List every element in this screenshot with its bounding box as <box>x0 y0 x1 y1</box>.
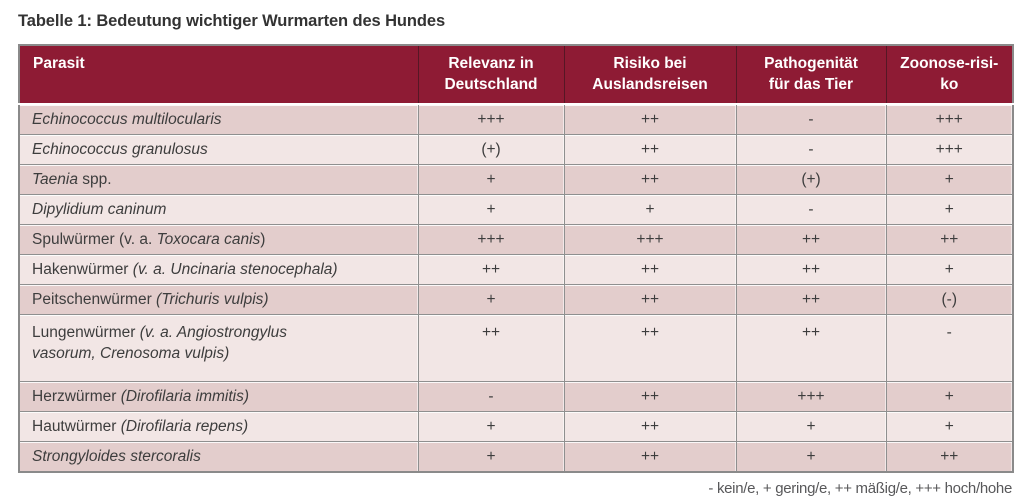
value-cell-relevanz-deutschland: + <box>417 284 565 315</box>
value-cell-risiko-auslandsreisen: ++ <box>563 381 737 412</box>
value-cell-risiko-auslandsreisen: ++ <box>563 164 737 195</box>
value-cell-relevanz-deutschland: +++ <box>417 224 565 255</box>
column-header-risiko-auslandsreisen: Risiko bei Auslandsreisen <box>563 45 736 105</box>
value-cell-risiko-auslandsreisen: ++ <box>563 441 737 473</box>
value-cell-relevanz-deutschland: +++ <box>417 103 565 135</box>
parasit-name-common: ) <box>260 231 266 248</box>
value-cell-pathogenitaet-tier: ++ <box>735 314 887 382</box>
value-cell-relevanz-deutschland: ++ <box>417 314 565 382</box>
legend-note: - kein/e, + gering/e, ++ mäßig/e, +++ ho… <box>708 480 1012 497</box>
value-cell-pathogenitaet-tier: +++ <box>735 381 887 412</box>
table-row: Lungenwürmer (v. a. Angiostrongylus vaso… <box>18 314 1014 382</box>
parasit-name-common: spp. <box>77 171 112 188</box>
parasit-cell: Spulwürmer (v. a. Toxocara canis) <box>18 224 419 255</box>
value-cell-relevanz-deutschland: - <box>417 381 565 412</box>
parasit-name-latin: (v. a. Uncinaria stenocephala) <box>132 261 338 278</box>
table-row: Herzwürmer (Dirofilaria immitis) - ++ +++ + <box>18 381 1014 412</box>
parasit-cell: Taenia spp. <box>18 164 419 195</box>
parasit-name-latin: Taenia <box>32 171 78 188</box>
value-cell-relevanz-deutschland: + <box>417 164 565 195</box>
parasit-name-common: Herzwürmer <box>32 388 121 405</box>
value-cell-pathogenitaet-tier: ++ <box>735 254 887 285</box>
parasit-name-common: Lungenwürmer <box>32 324 140 341</box>
parasit-cell: Echinococcus granulosus <box>18 134 419 165</box>
value-cell-zoonose-risiko: + <box>885 381 1014 412</box>
value-cell-relevanz-deutschland: + <box>417 411 565 442</box>
parasit-name-common: Hautwürmer <box>32 418 121 435</box>
value-cell-zoonose-risiko: - <box>885 314 1014 382</box>
header-row: Parasit Relevanz in Deutschland Risiko bei A… <box>19 45 1013 105</box>
parasit-name-latin: Toxocara canis <box>156 231 261 248</box>
table-row: Hakenwürmer (v. a. Uncinaria stenocephal… <box>18 254 1014 285</box>
value-cell-risiko-auslandsreisen: + <box>563 194 737 225</box>
parasit-cell: Hautwürmer (Dirofilaria repens) <box>18 411 419 442</box>
value-cell-risiko-auslandsreisen: ++ <box>563 254 737 285</box>
value-cell-zoonose-risiko: +++ <box>885 134 1014 165</box>
column-header-pathogenitaet-tier: Pathogenität für das Tier <box>735 45 886 105</box>
value-cell-relevanz-deutschland: (+) <box>417 134 565 165</box>
table-row: Dipylidium caninum + + - + <box>18 194 1014 225</box>
value-cell-pathogenitaet-tier: + <box>735 411 887 442</box>
table-row: Echinococcus multilocularis +++ ++ - +++ <box>18 103 1014 135</box>
parasit-cell: Lungenwürmer (v. a. Angiostrongylus vaso… <box>18 314 419 382</box>
value-cell-risiko-auslandsreisen: ++ <box>563 314 737 382</box>
parasit-name-latin: (Trichuris vulpis) <box>156 291 269 308</box>
value-cell-relevanz-deutschland: ++ <box>417 254 565 285</box>
value-cell-pathogenitaet-tier: - <box>735 103 887 135</box>
table-body: Echinococcus multilocularis +++ ++ - +++ Echi… <box>18 103 1014 473</box>
column-header-parasit: Parasit <box>19 45 418 105</box>
value-cell-pathogenitaet-tier: - <box>735 134 887 165</box>
parasit-name-common: Hakenwürmer <box>32 261 133 278</box>
parasit-name-common: Peitschenwürmer <box>32 291 157 308</box>
parasit-cell: Strongyloides stercoralis <box>18 441 419 473</box>
table-row: Taenia spp. + ++ (+) + <box>18 164 1014 195</box>
value-cell-zoonose-risiko: ++ <box>885 441 1014 473</box>
value-cell-zoonose-risiko: + <box>885 164 1014 195</box>
parasit-name-latin: Dipylidium caninum <box>32 201 167 218</box>
column-header-relevanz-deutschland: Relevanz in Deutschland <box>417 45 564 105</box>
value-cell-zoonose-risiko: (-) <box>885 284 1014 315</box>
parasit-cell: Echinococcus multilocularis <box>18 103 419 135</box>
value-cell-zoonose-risiko: ++ <box>885 224 1014 255</box>
value-cell-risiko-auslandsreisen: ++ <box>563 411 737 442</box>
table-header: Parasit Relevanz in Deutschland Risiko bei A… <box>19 45 1013 105</box>
parasit-name-common: Spulwürmer (v. a. <box>32 231 157 248</box>
table-caption: Tabelle 1: Bedeutung wichtiger Wurmarten… <box>18 12 446 30</box>
value-cell-pathogenitaet-tier: ++ <box>735 224 887 255</box>
parasit-cell: Herzwürmer (Dirofilaria immitis) <box>18 381 419 412</box>
table-row: Spulwürmer (v. a. Toxocara canis) +++ +++ +… <box>18 224 1014 255</box>
value-cell-relevanz-deutschland: + <box>417 194 565 225</box>
value-cell-pathogenitaet-tier: ++ <box>735 284 887 315</box>
value-cell-risiko-auslandsreisen: ++ <box>563 134 737 165</box>
parasit-name-latin: Strongyloides stercoralis <box>32 448 201 465</box>
worm-table: Parasit Relevanz in Deutschland Risiko bei A… <box>18 44 1014 473</box>
column-header-zoonose-risiko: Zoonose-risi-ko <box>885 45 1013 105</box>
table-row: Hautwürmer (Dirofilaria repens) + ++ + + <box>18 411 1014 442</box>
parasit-name-latin: (Dirofilaria repens) <box>120 418 249 435</box>
value-cell-risiko-auslandsreisen: +++ <box>563 224 737 255</box>
parasit-cell: Peitschenwürmer (Trichuris vulpis) <box>18 284 419 315</box>
parasit-name-latin: (v. a. Angiostrongylus vasorum, Crenosom… <box>32 324 288 362</box>
table-row: Peitschenwürmer (Trichuris vulpis) + ++ ++(… <box>18 284 1014 315</box>
table-row: Echinococcus granulosus (+) ++ - +++ <box>18 134 1014 165</box>
value-cell-zoonose-risiko: + <box>885 194 1014 225</box>
value-cell-risiko-auslandsreisen: ++ <box>563 103 737 135</box>
value-cell-zoonose-risiko: +++ <box>885 103 1014 135</box>
table-row: Strongyloides stercoralis + ++ + ++ <box>18 441 1014 473</box>
value-cell-zoonose-risiko: + <box>885 254 1014 285</box>
value-cell-pathogenitaet-tier: (+) <box>735 164 887 195</box>
value-cell-pathogenitaet-tier: - <box>735 194 887 225</box>
value-cell-relevanz-deutschland: + <box>417 441 565 473</box>
value-cell-pathogenitaet-tier: + <box>735 441 887 473</box>
parasit-name-latin: (Dirofilaria immitis) <box>120 388 250 405</box>
parasit-cell: Dipylidium caninum <box>18 194 419 225</box>
parasit-cell: Hakenwürmer (v. a. Uncinaria stenocephal… <box>18 254 419 285</box>
value-cell-risiko-auslandsreisen: ++ <box>563 284 737 315</box>
value-cell-zoonose-risiko: + <box>885 411 1014 442</box>
parasit-name-latin: Echinococcus granulosus <box>32 141 208 158</box>
parasit-name-latin: Echinococcus multilocularis <box>32 111 222 128</box>
